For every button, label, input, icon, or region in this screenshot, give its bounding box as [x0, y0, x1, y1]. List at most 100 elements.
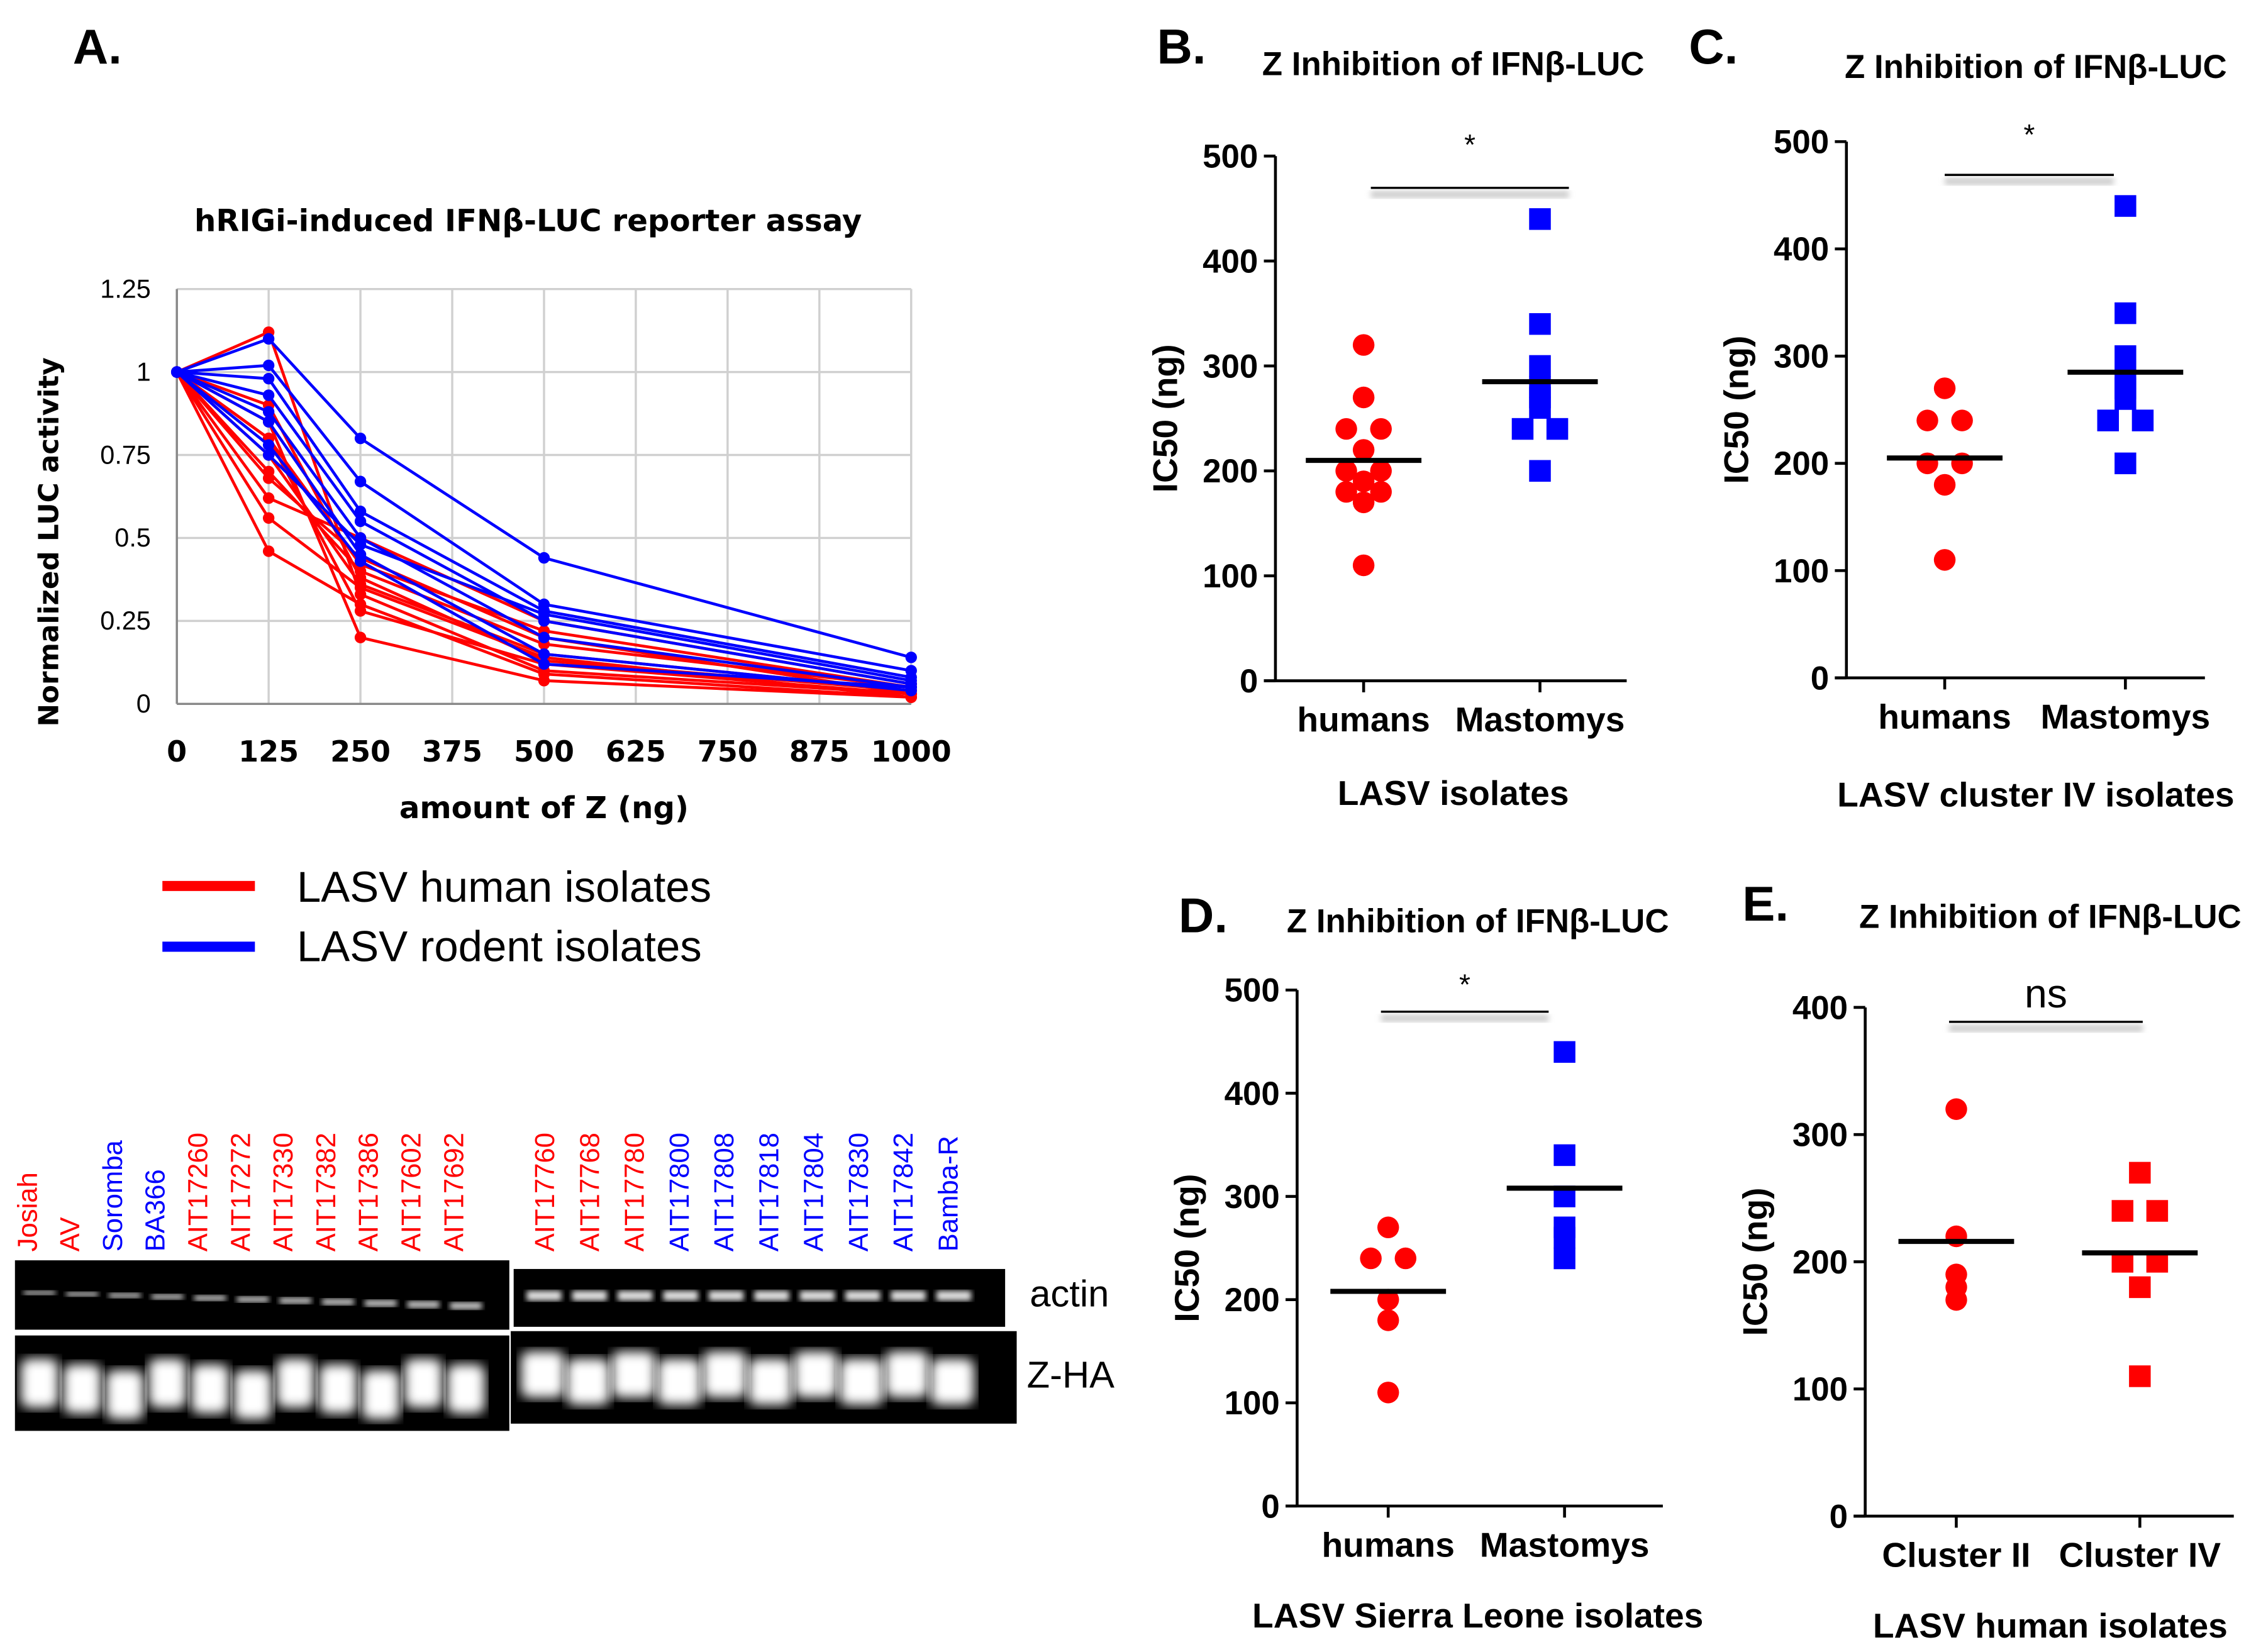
significance-shadow — [1945, 177, 2114, 186]
data-point-human — [354, 582, 367, 594]
data-point-humans — [1933, 474, 1956, 496]
x-tick-label: 500 — [514, 735, 574, 768]
data-point-cluster-ii — [1945, 1289, 1967, 1311]
lane-label: AIT17842 — [888, 1133, 919, 1251]
y-tick-label: 400 — [1792, 989, 1848, 1026]
data-point-rodent — [262, 333, 275, 345]
chart-title: Z Inhibition of IFNβ-LUC — [1262, 46, 1645, 83]
significance-shadow — [1370, 191, 1569, 198]
lane-label: BA366 — [140, 1169, 171, 1251]
actin-band — [236, 1296, 269, 1302]
actin-band — [572, 1290, 607, 1301]
zha-band — [611, 1351, 655, 1398]
actin-band — [450, 1302, 482, 1310]
lane-label: Soromba — [97, 1139, 128, 1251]
lane-label: AIT17768 — [574, 1133, 605, 1251]
x-tick-label: Cluster IV — [2059, 1535, 2221, 1574]
x-tick-label: 250 — [330, 735, 391, 768]
zha-band — [362, 1370, 400, 1419]
x-tick-label: Cluster II — [1882, 1535, 2030, 1574]
y-tick-label: 400 — [1774, 231, 1829, 268]
x-tick-label: humans — [1321, 1525, 1454, 1564]
data-point-human — [262, 512, 275, 524]
zha-band — [521, 1351, 565, 1398]
y-tick-label: 300 — [1774, 338, 1829, 375]
data-point-human — [538, 668, 550, 680]
data-point-mastomys — [2114, 302, 2137, 324]
actin-band — [663, 1290, 698, 1301]
y-axis-label-a: Normalized LUC activity — [33, 357, 65, 726]
zha-band — [657, 1358, 701, 1405]
y-tick-label: 100 — [1774, 553, 1829, 590]
data-point-human — [262, 492, 275, 504]
zha-band — [106, 1370, 144, 1419]
data-point-mastomys — [2114, 452, 2137, 475]
data-point-human — [262, 545, 275, 557]
x-axis-label: LASV human isolates — [1873, 1606, 2228, 1645]
data-point-humans — [1352, 439, 1375, 461]
y-tick-label: 500 — [1225, 972, 1280, 1009]
zha-band — [885, 1351, 929, 1398]
actin-band — [23, 1290, 56, 1295]
data-point-mastomys — [1546, 418, 1569, 440]
y-tick-label: 400 — [1225, 1075, 1280, 1112]
y-tick-label: 100 — [1792, 1371, 1848, 1408]
data-point-rodent — [354, 475, 367, 487]
significance-shadow — [1948, 1024, 2143, 1033]
data-point-humans — [1377, 1216, 1399, 1239]
data-point-mastomys — [1529, 355, 1551, 377]
x-tick-label: humans — [1878, 697, 2011, 736]
y-tick-label: 300 — [1225, 1178, 1280, 1216]
data-point-mastomys — [1529, 313, 1551, 335]
y-axis-label: IC50 (ng) — [1735, 1187, 1774, 1336]
x-tick-label: 750 — [697, 735, 758, 768]
lane-label: AIT17760 — [530, 1133, 560, 1251]
x-tick-label: 875 — [789, 735, 850, 768]
data-point-rodent — [262, 449, 275, 461]
western-blot: Josiah AV Soromba BA366 AIT17260 AIT17272 AIT1… — [12, 1133, 1017, 1431]
data-point-rodent — [905, 651, 917, 663]
zha-band — [447, 1364, 485, 1414]
lane-label: AIT17800 — [664, 1133, 695, 1251]
data-point-human — [354, 631, 367, 643]
significance-label: * — [1459, 968, 1470, 1001]
data-point-cluster-iv — [2146, 1200, 2169, 1222]
x-axis-label: LASV cluster IV isolates — [1837, 775, 2234, 814]
x-axis-label: LASV isolates — [1338, 773, 1569, 812]
actin-band — [891, 1290, 926, 1301]
y-tick-label: 200 — [1203, 453, 1258, 490]
data-point-humans — [1951, 409, 1973, 431]
actin-band — [151, 1294, 184, 1300]
y-tick-label: 300 — [1792, 1117, 1848, 1154]
chart-title-a: hRIGi-induced IFNβ-LUC reporter assay — [194, 204, 862, 239]
actin-band — [322, 1299, 354, 1306]
y-tick-label: 1 — [136, 357, 151, 386]
actin-band — [708, 1290, 744, 1301]
data-point-humans — [1360, 1247, 1382, 1270]
y-tick-label: 0 — [1830, 1498, 1848, 1535]
zha-band — [20, 1358, 58, 1408]
data-point-humans — [1377, 1382, 1399, 1404]
zha-band — [930, 1358, 974, 1405]
data-point-mastomys — [1553, 1144, 1575, 1167]
significance-shadow — [1381, 1014, 1549, 1022]
lane-label: Bamba-R — [933, 1136, 964, 1251]
data-point-rodent — [262, 439, 275, 451]
lane-label: AV — [55, 1217, 86, 1251]
y-tick-label: 200 — [1225, 1282, 1280, 1319]
significance-label: * — [1464, 128, 1475, 161]
zha-band — [276, 1358, 314, 1408]
zha-band — [703, 1351, 747, 1398]
panel-label: E. — [1742, 876, 1789, 931]
zha-band — [748, 1358, 792, 1405]
data-point-humans — [1377, 1289, 1399, 1311]
data-point-rodent — [262, 406, 275, 418]
data-point-rodent — [538, 648, 550, 660]
chart-title: Z Inhibition of IFNβ-LUC — [1845, 48, 2227, 86]
y-tick-label: 200 — [1774, 445, 1829, 482]
data-point-humans — [1352, 554, 1375, 577]
data-point-rodent — [538, 608, 550, 621]
x-axis-label-a: amount of Z (ng) — [399, 790, 689, 826]
data-point-humans — [1394, 1247, 1417, 1270]
